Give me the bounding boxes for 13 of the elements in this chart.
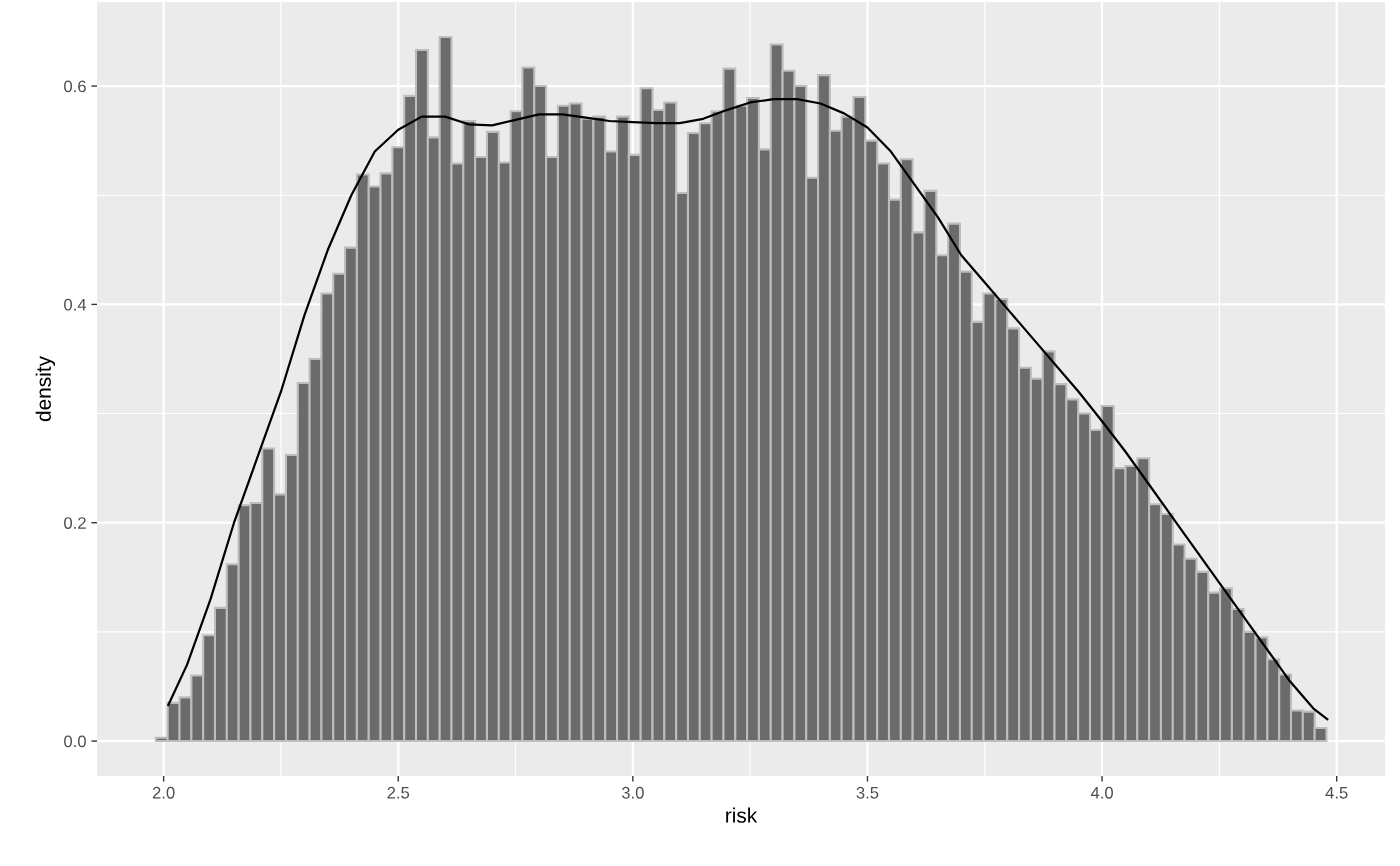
y-tick-label: 0.0 (64, 735, 86, 748)
x-tick-label: 4.0 (1090, 786, 1113, 799)
y-tick-label: 0.4 (64, 298, 87, 311)
x-tick-label: 4.5 (1325, 787, 1348, 799)
y-axis-title: density (35, 356, 56, 422)
x-tick-label: 3.0 (621, 786, 644, 799)
y-tick-label: 0.6 (64, 80, 86, 93)
x-axis-title: risk (726, 807, 758, 823)
x-tick-label: 3.5 (856, 786, 879, 799)
x-tick-label: 2.5 (387, 786, 410, 799)
y-tick-label: 0.2 (64, 517, 86, 529)
x-tick-label: 2.0 (152, 786, 175, 799)
line-series (167, 98, 1329, 721)
